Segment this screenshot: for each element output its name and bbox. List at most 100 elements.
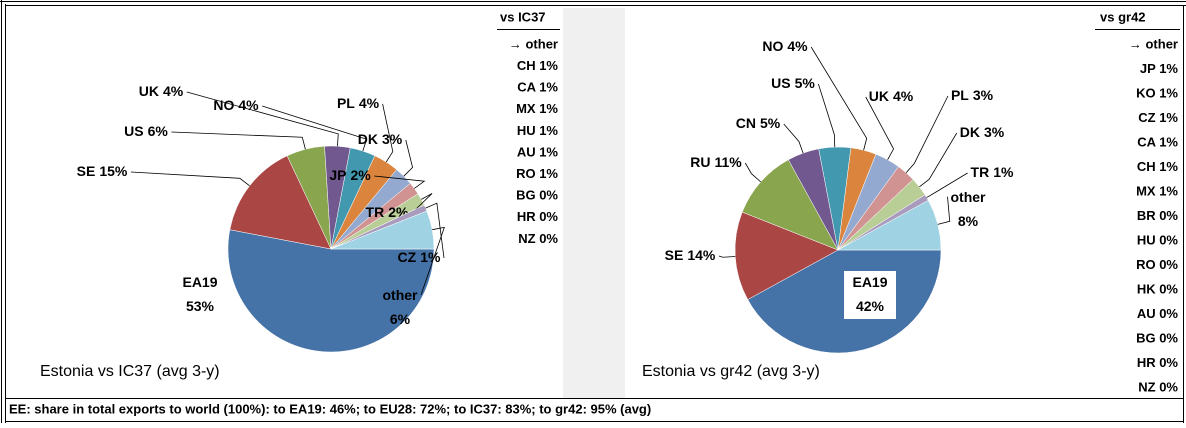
slice-label: NO 4% xyxy=(213,97,259,113)
slice-value: 4% xyxy=(787,38,808,54)
leader-line xyxy=(818,83,836,148)
table-row: NZ 0% xyxy=(518,231,558,246)
slice-value: 4% xyxy=(359,95,380,111)
slice-category: JP xyxy=(329,167,346,183)
table-row: BG 0% xyxy=(516,188,558,203)
leader-line xyxy=(171,131,306,150)
table-row: RO 0% xyxy=(1136,257,1178,272)
slice-category: NO xyxy=(213,97,234,113)
slice-value: 42% xyxy=(856,298,885,314)
table-row: MX 1% xyxy=(1136,183,1178,198)
separator xyxy=(563,8,625,398)
slice-label: CN 5% xyxy=(736,115,781,131)
slice-label: other 6% xyxy=(383,287,419,327)
slice-category: other xyxy=(951,189,987,205)
slice-category: UK xyxy=(139,83,159,99)
slice-category: RU xyxy=(690,154,710,170)
pie-slice xyxy=(734,211,839,300)
chart-caption: Estonia vs gr42 (avg 3-y) xyxy=(642,363,820,380)
slice-value: 8% xyxy=(958,213,979,229)
table-row: CA 1% xyxy=(1137,134,1178,149)
footer: EE: share in total exports to world (100… xyxy=(9,401,651,416)
slice-category: CN xyxy=(736,115,756,131)
leader-line xyxy=(374,175,426,189)
slice-category: US xyxy=(124,123,143,139)
slice-label: US 5% xyxy=(771,75,815,91)
slice-category: TR xyxy=(971,164,990,180)
slice-category: DK xyxy=(960,124,980,140)
leader-line xyxy=(744,162,762,183)
slice-label: other 8% xyxy=(951,189,987,229)
slice-category: TR xyxy=(366,204,385,220)
slice-value: 5% xyxy=(760,115,781,131)
leader-line xyxy=(810,46,868,151)
slice-value: 1% xyxy=(993,164,1014,180)
label-box xyxy=(174,271,226,319)
slice-label: PL 4% xyxy=(337,95,380,111)
leader-line xyxy=(130,171,250,187)
slice-category: DK xyxy=(358,131,378,147)
table-row: CZ 1% xyxy=(1138,110,1178,125)
slice-value: 3% xyxy=(984,124,1005,140)
pie-slice xyxy=(330,210,435,250)
slice-label: NO 4% xyxy=(762,38,808,54)
table-row: HU 0% xyxy=(1137,232,1179,247)
table-subheader: → other xyxy=(509,36,558,51)
slice-label: EA19 42% xyxy=(852,274,887,314)
pie-slice xyxy=(837,200,942,251)
slice-value: 2% xyxy=(350,167,371,183)
slice-label: TR 1% xyxy=(971,164,1014,180)
leader-line xyxy=(919,132,958,188)
slice-label: DK 3% xyxy=(960,124,1005,140)
slice-category: EA19 xyxy=(852,274,887,290)
slice-label: UK 4% xyxy=(869,88,914,104)
slice-category: US xyxy=(771,75,790,91)
chart-caption: Estonia vs IC37 (avg 3-y) xyxy=(40,363,220,380)
leader-line xyxy=(262,105,368,152)
pie-slice xyxy=(741,159,839,251)
slice-value: 1% xyxy=(420,249,441,265)
slice-label: PL 3% xyxy=(951,87,994,103)
slice-category: UK xyxy=(869,88,889,104)
slice-value: 6% xyxy=(390,311,411,327)
slice-value: 4% xyxy=(163,83,184,99)
leader-line xyxy=(425,202,445,259)
slice-label: SE 15% xyxy=(77,163,128,179)
leader-line xyxy=(382,103,394,163)
slice-value: 5% xyxy=(795,75,816,91)
slice-label: UK 4% xyxy=(139,83,184,99)
table-header: vs gr42 xyxy=(1100,9,1146,24)
slice-value: 4% xyxy=(893,88,914,104)
leader-line xyxy=(411,193,433,214)
slice-label: RU 11% xyxy=(690,154,742,170)
slice-label: EA19 53% xyxy=(182,274,217,314)
slice-label: US 6% xyxy=(124,123,168,139)
table-row: CA 1% xyxy=(517,80,558,95)
pie-slice xyxy=(227,229,435,353)
table-row: AU 0% xyxy=(1137,306,1179,321)
leader-line xyxy=(865,96,895,160)
slice-category: EA19 xyxy=(182,274,217,290)
leader-line xyxy=(718,255,736,258)
slice-label: JP 2% xyxy=(329,167,371,183)
table-row: AU 1% xyxy=(517,144,559,159)
slice-value: 14% xyxy=(687,247,716,263)
slice-category: SE xyxy=(77,163,96,179)
slice-category: CZ xyxy=(398,249,417,265)
leader-line xyxy=(926,172,968,198)
leader-line xyxy=(783,123,804,154)
slice-value: 6% xyxy=(148,123,169,139)
table-row: HR 0% xyxy=(1137,355,1179,370)
slice-value: 15% xyxy=(99,163,128,179)
table-header: vs IC37 xyxy=(500,9,546,24)
slice-value: 3% xyxy=(382,131,403,147)
table-row: CH 1% xyxy=(1137,159,1179,174)
table-row: NZ 0% xyxy=(1138,379,1178,394)
table-row: CH 1% xyxy=(517,58,559,73)
slice-category: SE xyxy=(665,247,684,263)
table-row: BG 0% xyxy=(1136,330,1178,345)
leader-line xyxy=(905,95,949,174)
slice-label: SE 14% xyxy=(665,247,716,263)
label-box xyxy=(844,271,896,319)
